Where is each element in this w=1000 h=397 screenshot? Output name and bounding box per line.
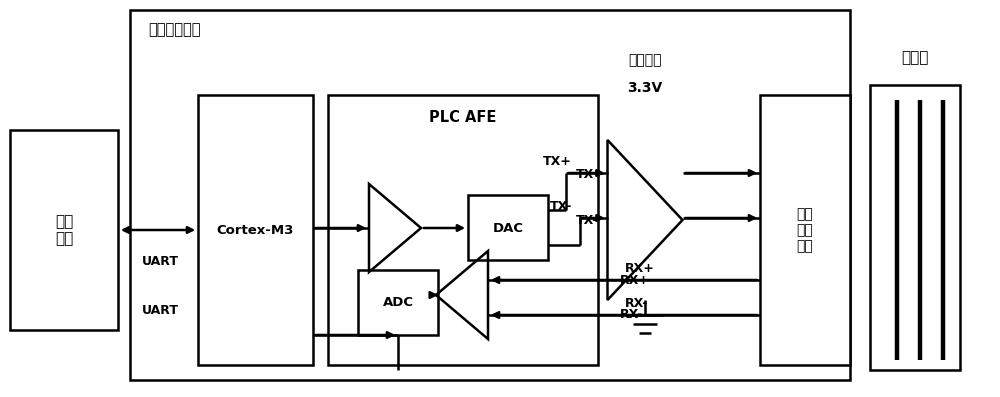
- Bar: [358, 270, 438, 335]
- Text: UART: UART: [142, 255, 178, 268]
- Text: UART: UART: [142, 303, 178, 316]
- Bar: [130, 10, 850, 380]
- Bar: [870, 85, 960, 370]
- Bar: [10, 130, 118, 330]
- Bar: [760, 95, 850, 365]
- Text: RX-: RX-: [625, 297, 648, 310]
- Text: 电力载波芯片: 电力载波芯片: [148, 22, 200, 37]
- Text: DAC: DAC: [492, 222, 524, 235]
- Text: TX+: TX+: [576, 168, 605, 181]
- Text: Cortex-M3: Cortex-M3: [216, 224, 294, 237]
- Text: 电力线: 电力线: [901, 50, 929, 66]
- Bar: [198, 95, 313, 365]
- Bar: [328, 95, 598, 365]
- Text: 外围
设备: 外围 设备: [55, 214, 73, 246]
- Text: 线路驱动: 线路驱动: [628, 53, 662, 67]
- Text: RX+: RX+: [620, 274, 650, 287]
- Text: RX+: RX+: [625, 262, 655, 275]
- Text: TX+: TX+: [543, 155, 572, 168]
- Bar: [468, 195, 548, 260]
- Text: TX-: TX-: [576, 214, 598, 227]
- Text: 通讯
处理
模块: 通讯 处理 模块: [797, 207, 813, 253]
- Text: ADC: ADC: [382, 297, 414, 310]
- Text: PLC AFE: PLC AFE: [429, 110, 497, 125]
- Text: RX-: RX-: [620, 308, 643, 322]
- Text: TX-: TX-: [550, 200, 572, 213]
- Text: 3.3V: 3.3V: [627, 81, 663, 95]
